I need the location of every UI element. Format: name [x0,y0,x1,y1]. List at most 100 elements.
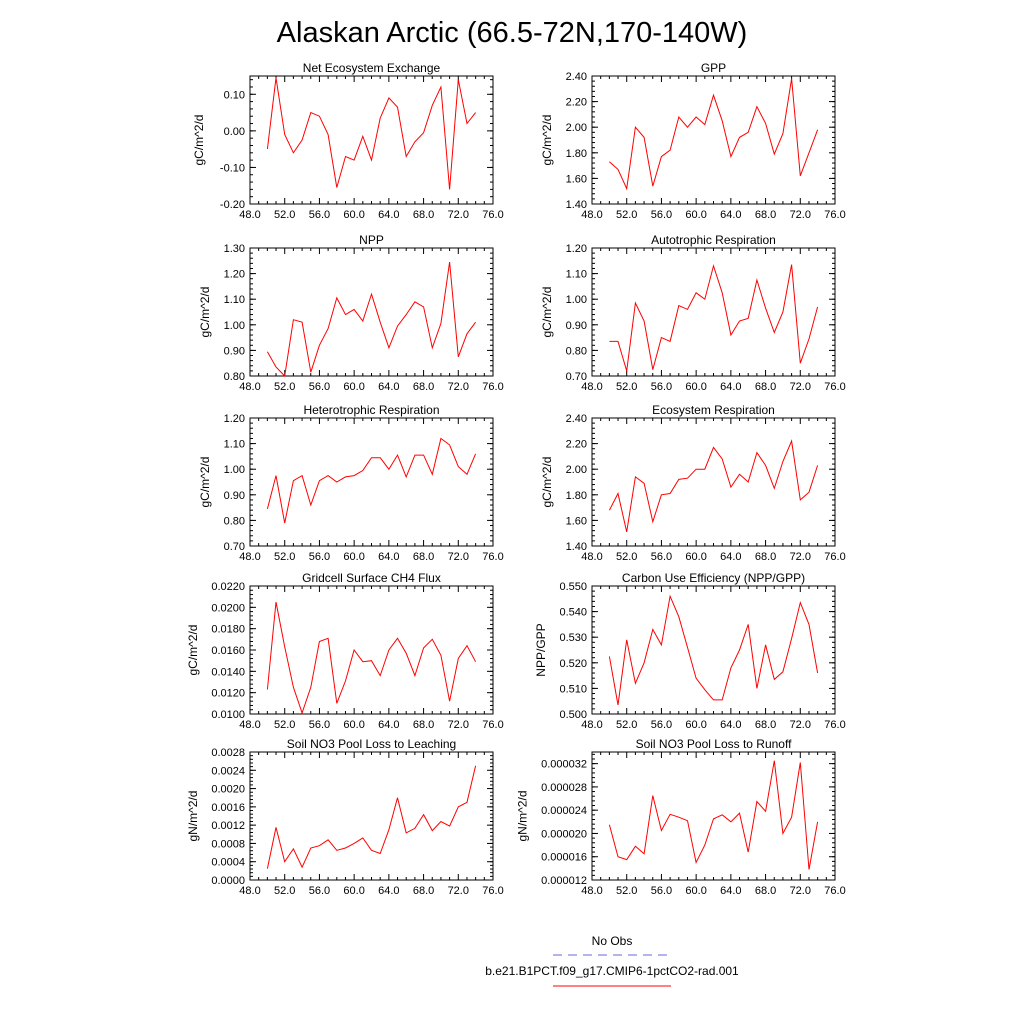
x-tick-label: 68.0 [413,381,434,393]
plot-frame [249,585,494,715]
x-tick-label: 48.0 [581,719,602,731]
x-tick-label: 48.0 [239,209,260,221]
y-axis-label: gC/m^2/d [540,115,554,166]
y-tick-label: 1.30 [224,243,245,255]
y-tick-label: 0.000020 [541,828,587,840]
y-tick-label: 2.20 [566,97,587,109]
y-tick-label: 1.40 [566,199,587,211]
y-tick-label: 1.60 [566,173,587,185]
x-tick-label: 72.0 [790,719,811,731]
panel-title: Soil NO3 Pool Loss to Leaching [287,737,456,751]
x-tick-label: 48.0 [581,381,602,393]
y-tick-label: 0.510 [559,683,587,695]
x-tick-label: 60.0 [343,551,364,563]
x-tick-label: 64.0 [720,885,741,897]
x-tick-label: 76.0 [482,209,503,221]
panel-1: Net Ecosystem Exchange 48.0 52.0 56.0 60.0 64… [192,61,504,221]
y-tick-label: 2.00 [566,122,587,134]
x-tick-label: 48.0 [581,885,602,897]
y-tick-label: 0.0120 [211,688,245,700]
x-tick-label: 64.0 [720,719,741,731]
x-tick-label: 64.0 [378,551,399,563]
y-tick-label: 0.0180 [211,624,245,636]
x-tick-label: 68.0 [755,381,776,393]
x-tick-label: 76.0 [482,719,503,731]
y-tick-label: -0.10 [220,162,245,174]
y-tick-label: 0.90 [224,490,245,502]
y-tick-label: 0.000024 [541,805,587,817]
series-line [608,594,819,706]
y-tick-label: 2.40 [566,71,587,83]
y-tick-label: 1.00 [224,320,245,332]
x-tick-label: 48.0 [581,551,602,563]
x-tick-label: 76.0 [482,885,503,897]
y-tick-label: 1.00 [224,464,245,476]
panel-7: Gridcell Surface CH4 Flux 48.0 52.0 56.0 60.… [186,571,504,731]
x-tick-label: 56.0 [651,381,672,393]
panel-title: Net Ecosystem Exchange [303,61,441,75]
panel-5: Heterotrophic Respiration 48.0 52.0 56.0 60.… [198,403,504,563]
y-axis-label: gC/m^2/d [198,457,212,508]
series-line [266,262,477,378]
x-tick-label: 68.0 [413,209,434,221]
page-title: Alaskan Arctic (66.5-72N,170-140W) [277,17,748,49]
x-tick-label: 72.0 [790,209,811,221]
x-tick-label: 60.0 [685,381,706,393]
y-tick-label: 0.0024 [211,765,245,777]
x-tick-label: 68.0 [413,551,434,563]
x-tick-label: 48.0 [239,551,260,563]
panel-6: Ecosystem Respiration 48.0 52.0 56.0 60.0 64.… [540,403,846,563]
x-tick-label: 64.0 [378,885,399,897]
y-tick-label: 0.70 [224,541,245,553]
x-tick-label: 56.0 [309,381,330,393]
panel-title: Soil NO3 Pool Loss to Runoff [636,737,793,751]
x-tick-label: 60.0 [685,209,706,221]
panel-3: NPP 48.0 52.0 56.0 60.0 64.0 68.0 72.0 76.0 0.80 0… [198,233,504,393]
x-tick-label: 72.0 [448,885,469,897]
panel-title: Heterotrophic Respiration [303,403,439,417]
x-tick-label: 56.0 [651,885,672,897]
panel-2: GPP 48.0 52.0 56.0 60.0 64.0 68.0 72.0 76.0 1.40 1… [540,61,846,221]
x-tick-label: 60.0 [343,209,364,221]
x-tick-label: 56.0 [651,209,672,221]
x-tick-label: 52.0 [274,551,295,563]
plot-frame [249,751,494,881]
x-tick-label: 60.0 [343,719,364,731]
y-tick-label: 0.10 [224,89,245,101]
y-axis-label: NPP/GPP [534,623,548,676]
y-tick-label: 0.0100 [211,709,245,721]
y-tick-label: 1.10 [224,294,245,306]
y-tick-label: 0.520 [559,658,587,670]
x-tick-label: 56.0 [651,719,672,731]
legend-label-model: b.e21.B1PCT.f09_g17.CMIP6-1pctCO2-rad.00… [485,964,739,978]
x-tick-label: 64.0 [378,719,399,731]
x-tick-label: 68.0 [755,551,776,563]
x-tick-label: 48.0 [239,885,260,897]
y-tick-label: 0.0000 [211,875,245,887]
x-tick-label: 76.0 [824,885,845,897]
x-tick-label: 68.0 [413,719,434,731]
y-tick-label: 1.10 [566,269,587,281]
x-tick-label: 48.0 [581,209,602,221]
x-tick-label: 76.0 [824,551,845,563]
y-tick-label: 0.0004 [211,857,245,869]
y-tick-label: 1.10 [224,439,245,451]
x-tick-label: 56.0 [309,719,330,731]
x-tick-label: 52.0 [616,381,637,393]
series-line [266,601,477,715]
x-tick-label: 56.0 [309,209,330,221]
y-tick-label: 0.500 [559,709,587,721]
y-tick-label: 0.0200 [211,602,245,614]
panels: Net Ecosystem Exchange 48.0 52.0 56.0 60.0 64… [186,61,846,897]
y-tick-label: 1.40 [566,541,587,553]
panel-title: GPP [701,61,726,75]
y-tick-label: 0.0008 [211,838,245,850]
x-tick-label: 60.0 [343,381,364,393]
x-tick-label: 72.0 [448,209,469,221]
y-tick-label: 1.20 [224,413,245,425]
panel-title: Carbon Use Efficiency (NPP/GPP) [622,571,805,585]
y-tick-label: 0.0016 [211,802,245,814]
y-tick-label: 1.80 [566,490,587,502]
y-tick-label: 0.80 [224,515,245,527]
